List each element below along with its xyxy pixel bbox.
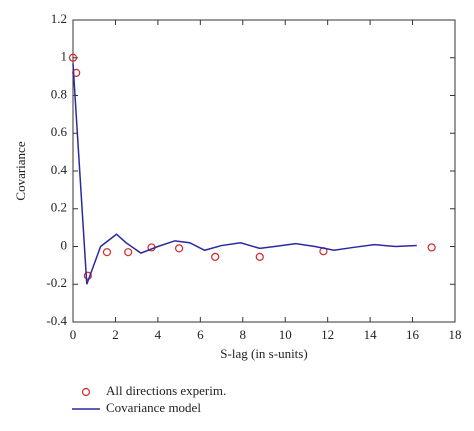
y-tick-label: -0.4 <box>46 313 67 328</box>
data-point <box>124 248 133 257</box>
data-point <box>175 244 184 253</box>
x-tick-label: 18 <box>449 327 462 342</box>
model-line <box>72 63 417 285</box>
y-axis-label: Covariance <box>13 141 28 200</box>
data-point <box>427 243 436 252</box>
data-point <box>68 53 78 62</box>
data-point <box>211 252 220 261</box>
x-tick-label: 16 <box>406 327 420 342</box>
x-tick-label: 8 <box>240 327 247 342</box>
x-axis-label: S-lag (in s-units) <box>220 346 307 361</box>
y-tick-label: -0.2 <box>46 275 67 290</box>
y-tick-label: 1.2 <box>51 11 67 26</box>
data-point <box>255 252 264 261</box>
data-point <box>72 68 81 77</box>
y-tick-label: 0.6 <box>51 124 68 139</box>
plot-frame <box>72 19 456 323</box>
y-tick-label: 0.2 <box>51 200 67 215</box>
legend-label: All directions experim. <box>106 383 226 398</box>
y-tick-label: 1 <box>61 49 68 64</box>
x-tick-label: 14 <box>364 327 378 342</box>
x-tick-label: 10 <box>279 327 292 342</box>
x-tick-label: 0 <box>70 327 77 342</box>
x-tick-label: 6 <box>197 327 204 342</box>
x-tick-label: 4 <box>155 327 162 342</box>
legend-marker <box>81 387 91 397</box>
x-tick-label: 12 <box>321 327 334 342</box>
legend-label: Covariance model <box>106 400 201 415</box>
data-point <box>102 248 112 257</box>
y-tick-label: 0.4 <box>51 162 68 177</box>
y-tick-label: 0.8 <box>51 86 67 101</box>
x-tick-label: 2 <box>112 327 119 342</box>
y-tick-label: 0 <box>61 237 68 252</box>
